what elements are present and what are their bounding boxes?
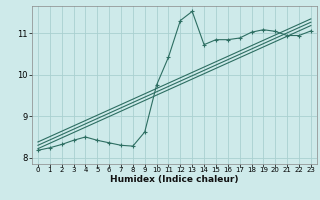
X-axis label: Humidex (Indice chaleur): Humidex (Indice chaleur)	[110, 175, 239, 184]
